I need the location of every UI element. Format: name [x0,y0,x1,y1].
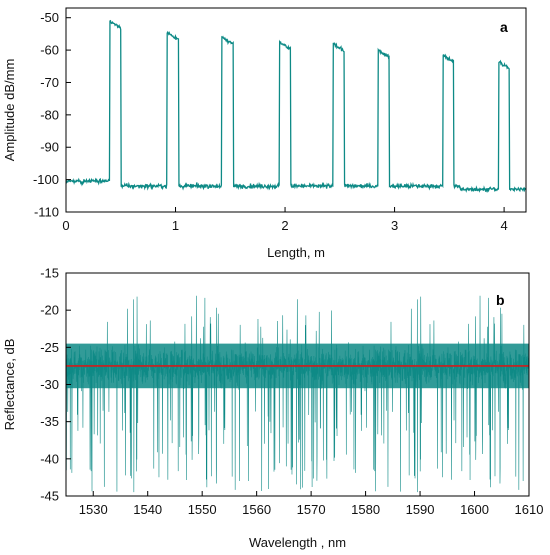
x-tick-label: 1610 [515,502,544,517]
y-tick-label: -40 [40,451,59,466]
x-tick-label: 3 [391,218,398,233]
x-tick-label: 1560 [242,502,271,517]
y-tick-label: -60 [40,43,59,58]
x-tick-label: 1600 [460,502,489,517]
y-tick-label: -90 [40,140,59,155]
x-tick-label: 1530 [79,502,108,517]
plot-area [66,19,526,194]
y-tick-label: -100 [33,172,59,187]
panel-letter: b [496,292,505,308]
plot-area [66,295,529,493]
x-tick-label: 1 [172,218,179,233]
y-tick-label: -25 [40,340,59,355]
y-tick-label: -20 [40,303,59,318]
panel-b-reflectance-vs-wavelength: 1530 1540 1550 1560 1570 1580 1590 1600 1610 -45 -… [2,266,543,551]
y-tick-label: -35 [40,414,59,429]
x-tick-label: 1580 [351,502,380,517]
x-tick-label: 1550 [188,502,217,517]
x-axis-title: Length, m [267,245,325,260]
x-tick-label: 1540 [133,502,162,517]
panel-a-amplitude-vs-length: 0 1 2 3 4 -110 -100 -90 -80 -70 -60 -50 Length, m Amp… [2,7,527,260]
y-tick-label: -30 [40,377,59,392]
y-tick-label: -80 [40,107,59,122]
y-tick-label: -15 [40,266,59,281]
y-tick-label: -50 [40,10,59,25]
y-axis-title: Amplitude dB/mm [2,59,17,162]
y-tick-label: -110 [34,205,59,220]
x-tick-label: 2 [281,218,288,233]
plot-frame [65,7,527,213]
amplitude-trace [66,19,526,194]
x-tick-label: 1570 [297,502,326,517]
panel-letter: a [500,19,508,35]
y-axis-title: Reflectance, dB [2,339,17,431]
x-tick-label: 1590 [406,502,435,517]
reflectance-noise-trace [66,295,529,493]
y-tick-label: -70 [40,75,59,90]
x-axis-title: Wavelength , nm [249,535,346,550]
x-tick-label: 4 [500,218,507,233]
y-tick-label: -45 [40,489,59,504]
x-tick-label: 0 [62,218,69,233]
